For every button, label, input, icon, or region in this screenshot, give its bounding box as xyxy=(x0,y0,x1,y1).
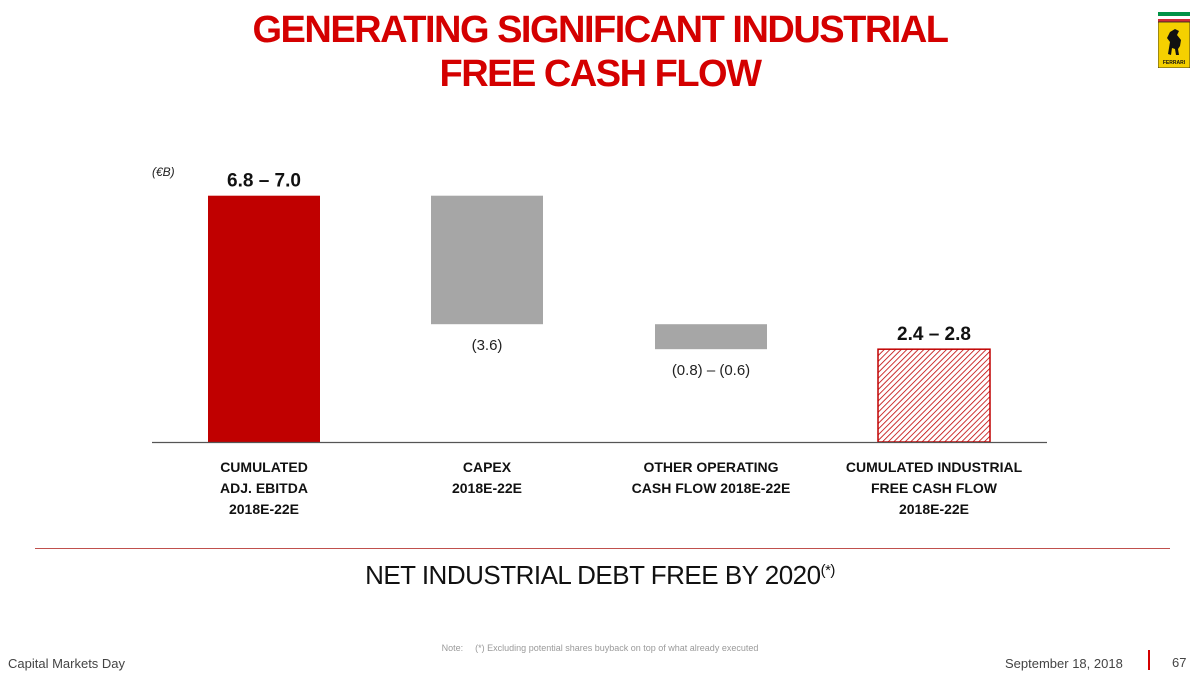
footer-divider xyxy=(1148,650,1150,670)
category-label-line: 2018E-22E xyxy=(228,501,300,517)
bar-3 xyxy=(655,324,767,350)
footer-event: Capital Markets Day xyxy=(8,656,126,671)
value-label-2: (3.6) xyxy=(472,337,503,354)
page-number: 67 xyxy=(1172,655,1187,670)
waterfall-chart: 6.8 – 7.0 (3.6) (0.8) – (0.6) 2.4 – 2.8 xyxy=(152,171,1047,444)
category-label-3: OTHER OPERATING CASH FLOW 2018E-22E xyxy=(601,457,821,499)
title-line-1: GENERATING SIGNIFICANT INDUSTRIAL xyxy=(252,9,949,51)
category-label-line: 2018E-22E xyxy=(898,501,970,517)
category-label-line: CAPEX xyxy=(462,459,512,475)
value-label-1: 6.8 – 7.0 xyxy=(227,171,301,192)
footer-date: September 18, 2018 xyxy=(1005,656,1123,671)
footnote: Note: (*) Excluding potential shares buyb… xyxy=(300,643,900,653)
conclusion-footnote-marker: (*) xyxy=(820,562,836,579)
category-label-4: CUMULATED INDUSTRIAL FREE CASH FLOW 2018E-… xyxy=(824,457,1044,520)
prancing-horse-logo-icon: FERRARI xyxy=(1158,12,1190,68)
category-label-line: OTHER OPERATING xyxy=(643,459,779,475)
bar-2 xyxy=(431,195,543,325)
bar-4 xyxy=(877,348,991,443)
title-line-2: FREE CASH FLOW xyxy=(439,53,762,95)
category-label-1: CUMULATED ADJ. EBITDA 2018E-22E xyxy=(154,457,374,520)
footnote-text: (*) Excluding potential shares buyback o… xyxy=(475,643,759,653)
category-label-line: ADJ. EBITDA xyxy=(220,480,308,496)
conclusion-main: NET INDUSTRIAL DEBT FREE BY 2020 xyxy=(365,560,821,590)
category-label-2: CAPEX 2018E-22E xyxy=(377,457,597,499)
value-label-3: (0.8) – (0.6) xyxy=(672,362,750,379)
category-label-line: FREE CASH FLOW xyxy=(871,480,997,496)
separator-line xyxy=(35,548,1170,549)
footnote-label: Note: xyxy=(441,643,464,653)
category-label-line: CUMULATED xyxy=(220,459,308,475)
category-label-line: CASH FLOW 2018E-22E xyxy=(631,480,791,496)
logo-text: FERRARI xyxy=(1163,60,1186,66)
unit-label: (€B) xyxy=(152,165,175,179)
category-label-line: CUMULATED INDUSTRIAL xyxy=(845,459,1023,475)
conclusion-text: NET INDUSTRIAL DEBT FREE BY 2020(*) xyxy=(300,560,900,591)
value-label-4: 2.4 – 2.8 xyxy=(897,324,971,345)
bar-1 xyxy=(208,195,320,442)
page-title: GENERATING SIGNIFICANT INDUSTRIAL FREE C… xyxy=(200,8,1000,96)
category-label-line: 2018E-22E xyxy=(451,480,523,496)
